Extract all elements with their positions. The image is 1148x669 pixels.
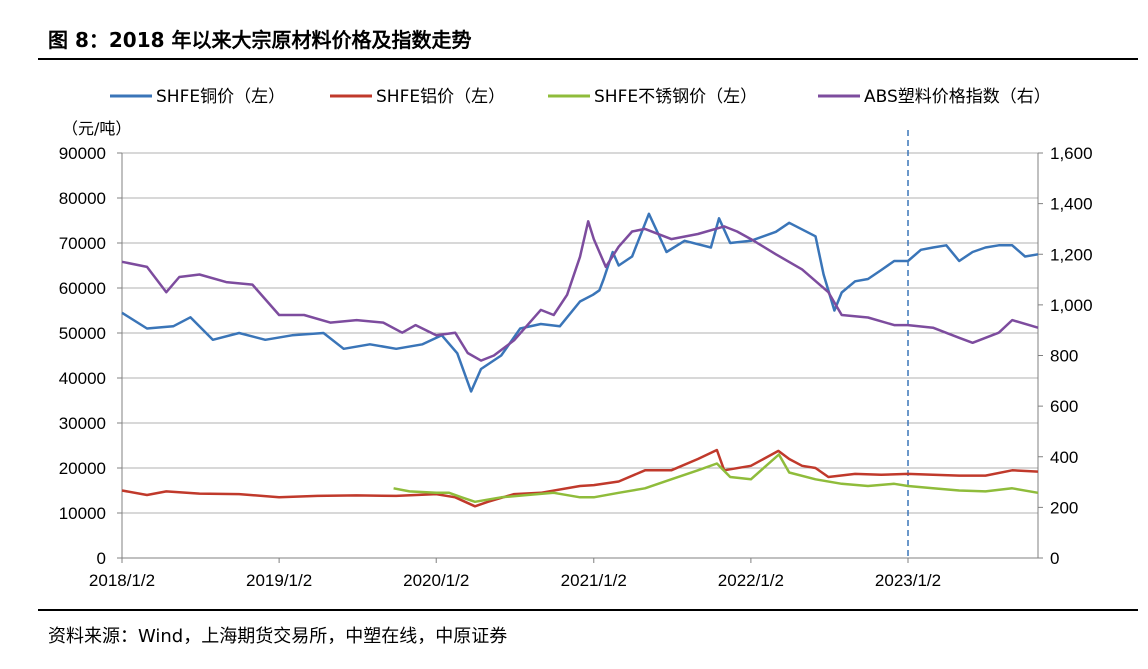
x-tick-label: 2020/1/2 xyxy=(403,571,469,590)
y-left-tick-label: 90000 xyxy=(59,144,106,163)
y-left-tick-label: 70000 xyxy=(59,234,106,253)
title-rule xyxy=(38,58,1138,60)
y-right-tick-label: 200 xyxy=(1050,498,1078,517)
tick-labels: 0100002000030000400005000060000700008000… xyxy=(59,144,1093,590)
y-right-tick-label: 600 xyxy=(1050,397,1078,416)
legend-label: SHFE铝价（左） xyxy=(376,87,505,107)
y-left-tick-label: 10000 xyxy=(59,504,106,523)
y-right-tick-label: 400 xyxy=(1050,448,1078,467)
y-left-tick-label: 40000 xyxy=(59,369,106,388)
legend-label: SHFE不锈钢价（左） xyxy=(594,87,757,107)
legend-label: SHFE铜价（左） xyxy=(156,87,285,107)
series-line-1 xyxy=(121,448,1039,508)
y-left-tick-label: 50000 xyxy=(59,324,106,343)
y-right-tick-label: 0 xyxy=(1050,549,1059,568)
x-tick-label: 2023/1/2 xyxy=(875,571,941,590)
y-right-tick-label: 1,400 xyxy=(1050,195,1093,214)
y-left-tick-label: 60000 xyxy=(59,279,106,298)
x-tick-label: 2019/1/2 xyxy=(246,571,312,590)
series-line-2 xyxy=(393,453,1039,504)
y-unit-label: （元/吨） xyxy=(62,119,131,138)
y-right-tick-label: 1,000 xyxy=(1050,296,1093,315)
y-left-tick-label: 20000 xyxy=(59,459,106,478)
series-line-3 xyxy=(121,220,1039,362)
x-tick-label: 2022/1/2 xyxy=(718,571,784,590)
source-note: 资料来源：Wind，上海期货交易所，中塑在线，中原证券 xyxy=(48,626,508,647)
series-lines xyxy=(121,212,1039,508)
legend-label: ABS塑料价格指数（右） xyxy=(864,87,1051,107)
figure-title: 图 8：2018 年以来大宗原材料价格及指数走势 xyxy=(48,28,472,52)
y-right-tick-label: 1,600 xyxy=(1050,144,1093,163)
legend: SHFE铜价（左） SHFE铝价（左） SHFE不锈钢价（左） ABS塑料价格指数（右… xyxy=(110,87,1051,107)
y-left-tick-label: 30000 xyxy=(59,414,106,433)
x-tick-label: 2021/1/2 xyxy=(561,571,627,590)
axes xyxy=(121,130,1039,559)
y-left-tick-label: 80000 xyxy=(59,189,106,208)
series-line-0 xyxy=(121,212,1039,393)
y-right-tick-label: 1,200 xyxy=(1050,245,1093,264)
y-right-tick-label: 800 xyxy=(1050,347,1078,366)
gridlines xyxy=(122,152,1038,514)
y-left-tick-label: 0 xyxy=(97,549,106,568)
source-rule xyxy=(38,609,1138,611)
x-tick-label: 2018/1/2 xyxy=(89,571,155,590)
